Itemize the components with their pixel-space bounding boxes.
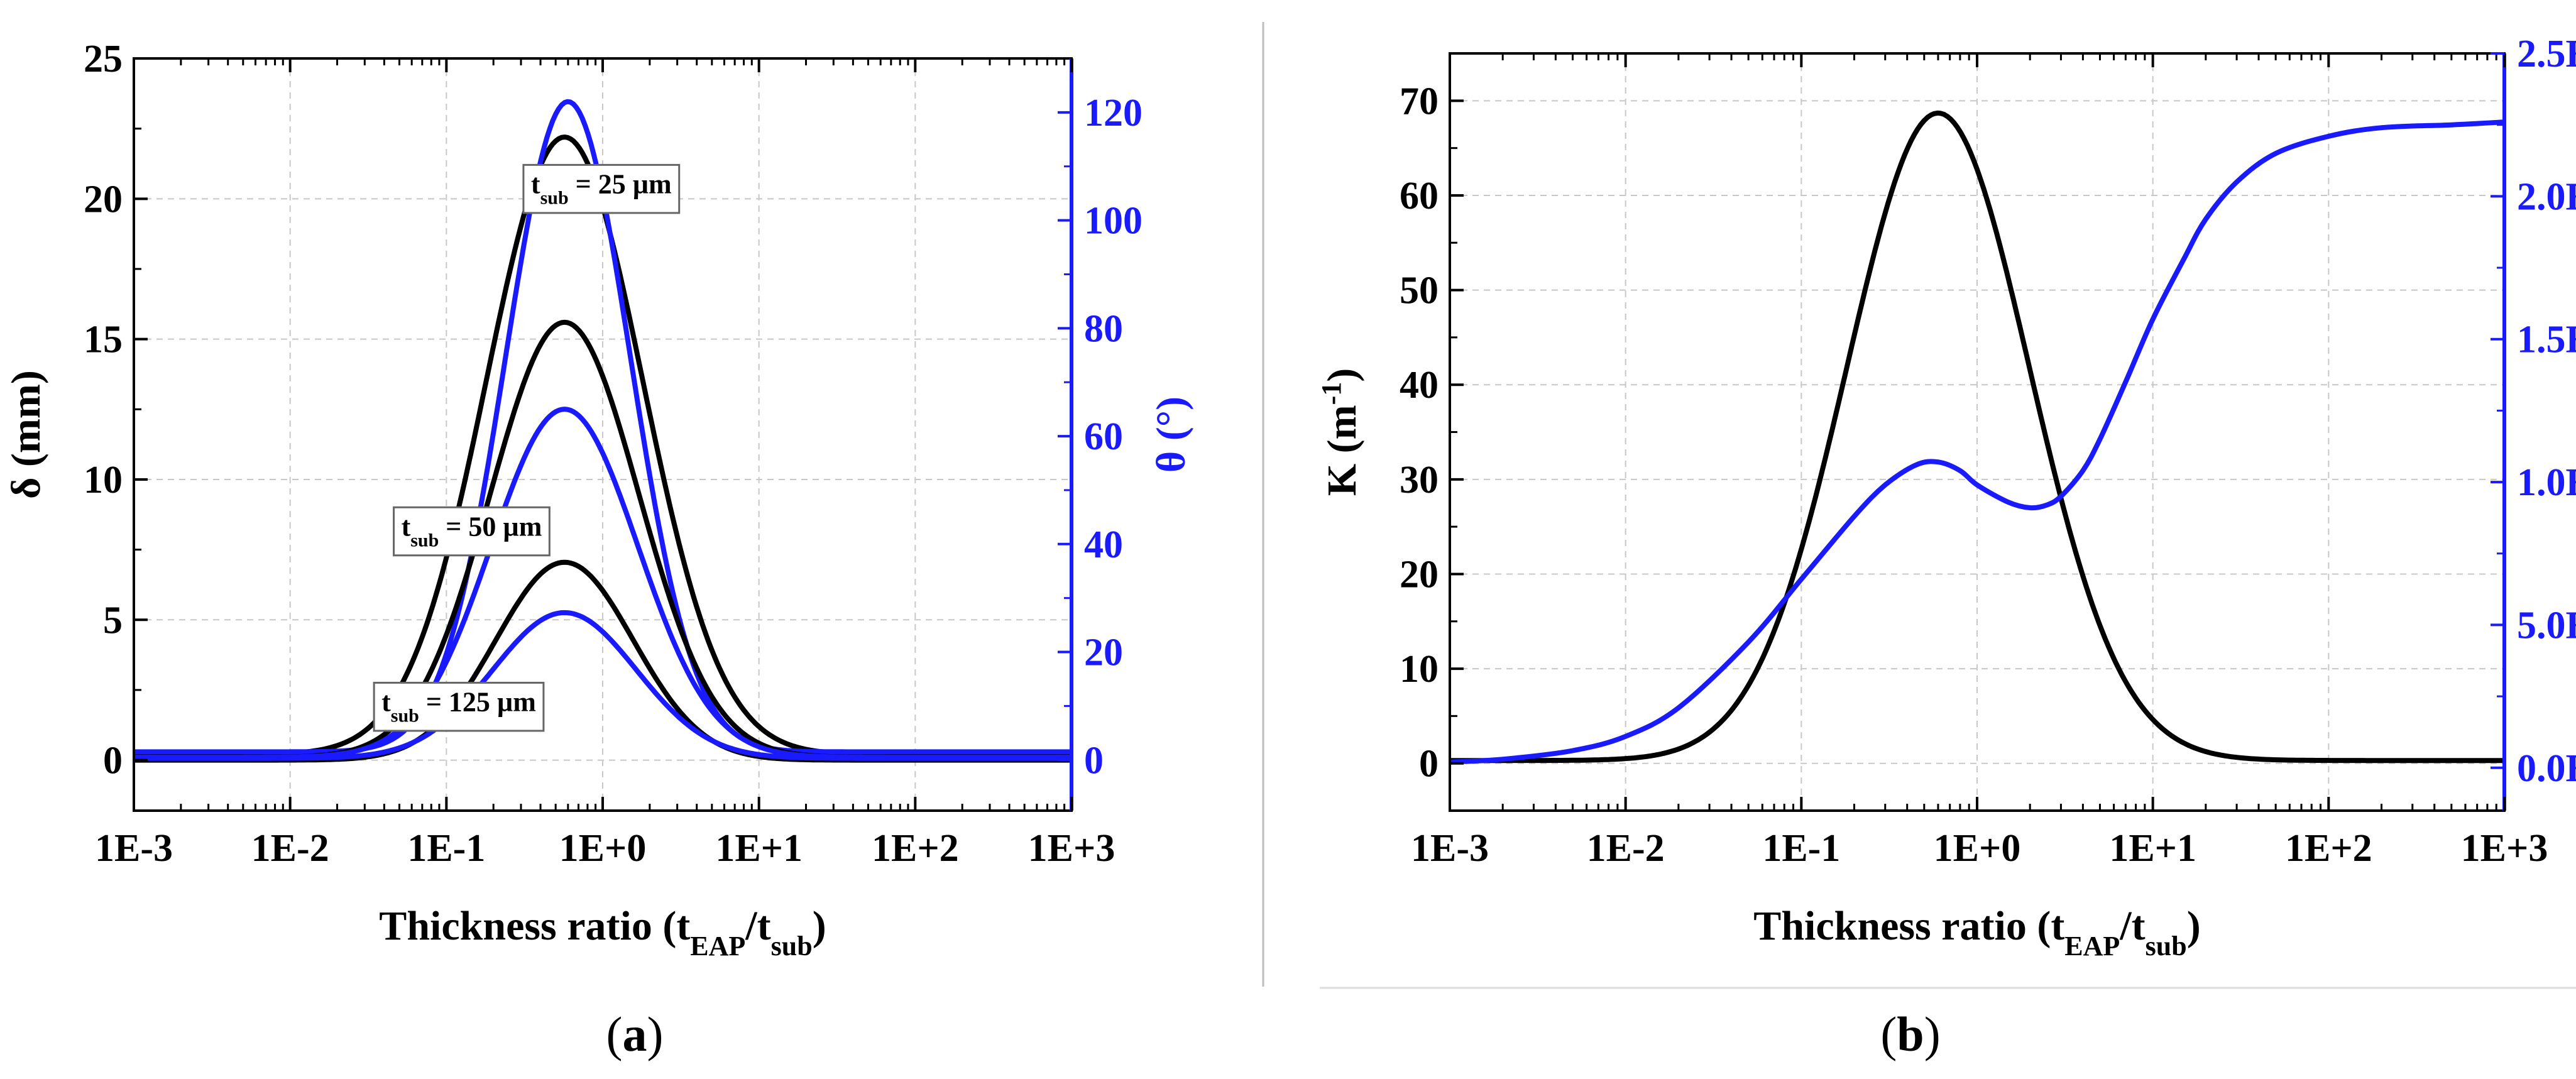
y-tick-label-right: 60 — [1084, 415, 1123, 458]
x-tick-label: 1E-2 — [1587, 827, 1665, 870]
y-tick-label-left: 10 — [84, 459, 123, 501]
y-tick-label-left: 25 — [84, 38, 123, 80]
y-tick-label-right: 1.0E-3 — [2517, 461, 2576, 504]
x-tick-label: 1E+3 — [1028, 827, 1115, 870]
chart-panel-a: 1E-3 1E-2 1E-1 1E+0 1E+1 1E+2 1E+3 0 5 10 15 20 25 0 2… — [3, 38, 1194, 1061]
y-tick-label-left: 40 — [1400, 364, 1439, 407]
y-tick-label-right: 0.0E+0 — [2517, 747, 2576, 790]
y-tick-label-left: 50 — [1400, 270, 1439, 312]
y-tick-label-right: 1.5E-3 — [2517, 319, 2576, 361]
annotation-label: tsub = 125 µm — [381, 686, 536, 726]
y-tick-label-right: 5.0E-4 — [2517, 604, 2576, 647]
ticks-b: 1E-3 1E-2 1E-1 1E+0 1E+1 1E+2 1E+3 0 10 20 30 40 50 6… — [1400, 33, 2576, 870]
x-tick-label: 1E+1 — [2109, 827, 2196, 870]
annotation-box-1: tsub = 50 µm — [393, 506, 551, 557]
y-axis-title-left-a: δ (mm) — [3, 370, 49, 499]
panel-label-a: (a) — [606, 1007, 664, 1061]
annotations-a: tsub = 25 µm tsub = 50 µm tsub = 125 µm — [373, 163, 681, 732]
x-tick-label: 1E-1 — [1762, 827, 1840, 870]
x-tick-label: 1E-2 — [251, 827, 329, 870]
y-tick-label-left: 20 — [84, 178, 123, 221]
x-tick-label: 1E-3 — [1411, 827, 1489, 870]
annotation-frame — [373, 681, 545, 732]
annotation-box-2: tsub = 125 µm — [373, 681, 545, 732]
ticks-a: 1E-3 1E-2 1E-1 1E+0 1E+1 1E+2 1E+3 0 5 10 15 20 25 0 2… — [84, 38, 1143, 870]
panel-label-b: (b) — [1880, 1007, 1940, 1061]
series-line-a-5 — [134, 610, 1072, 761]
y-tick-label-left: 10 — [1400, 648, 1439, 691]
annotation-box-0: tsub = 25 µm — [522, 163, 681, 214]
series-line-b-1 — [1449, 119, 2505, 765]
y-tick-label-right: 0 — [1084, 739, 1104, 782]
y-axis-title-left-b: K (m-1) — [1316, 368, 1366, 496]
y-tick-label-right: 20 — [1084, 632, 1123, 674]
x-tick-label: 1E+2 — [872, 827, 959, 870]
curves-b — [1449, 110, 2505, 765]
x-tick-label: 1E+3 — [2461, 827, 2548, 870]
annotation-frame — [522, 163, 681, 214]
x-tick-label: 1E-1 — [407, 827, 485, 870]
x-axis-title-a: Thickness ratio (tEAP/tsub) — [379, 903, 826, 961]
x-tick-label: 1E-3 — [95, 827, 173, 870]
x-tick-label: 1E+1 — [715, 827, 803, 870]
grid-b — [1450, 53, 2504, 811]
y-tick-label-left: 0 — [103, 740, 123, 782]
y-tick-label-left: 20 — [1400, 553, 1439, 596]
y-tick-label-right: 40 — [1084, 523, 1123, 566]
series-line-b-0 — [1450, 110, 2504, 764]
x-axis-title-b: Thickness ratio (tEAP/tsub) — [1753, 903, 2200, 961]
y-tick-label-right: 120 — [1084, 92, 1143, 134]
y-tick-label-right: 2.0E-3 — [2517, 175, 2576, 218]
y-tick-label-left: 0 — [1419, 743, 1439, 786]
x-tick-label: 1E+2 — [2285, 827, 2372, 870]
annotation-label: tsub = 50 µm — [402, 511, 542, 550]
y-tick-label-right: 2.5E-3 — [2517, 33, 2576, 75]
y-tick-label-right: 80 — [1084, 307, 1123, 350]
annotation-frame — [393, 506, 551, 557]
y-axis-title-right-a: θ (°) — [1148, 397, 1194, 473]
y-tick-label-right: 100 — [1084, 200, 1143, 243]
chart-panel-b: 1E-3 1E-2 1E-1 1E+0 1E+1 1E+2 1E+3 0 10 20 30 40 50 6… — [1316, 33, 2576, 1061]
y-tick-label-left: 60 — [1400, 175, 1439, 217]
x-tick-label: 1E+0 — [1934, 827, 2021, 870]
y-tick-label-left: 70 — [1400, 80, 1439, 123]
y-tick-label-left: 30 — [1400, 459, 1439, 501]
x-tick-label: 1E+0 — [559, 827, 647, 870]
y-tick-label-left: 15 — [84, 319, 123, 361]
y-tick-label-left: 5 — [103, 599, 123, 642]
annotation-label: tsub = 25 µm — [531, 168, 672, 208]
